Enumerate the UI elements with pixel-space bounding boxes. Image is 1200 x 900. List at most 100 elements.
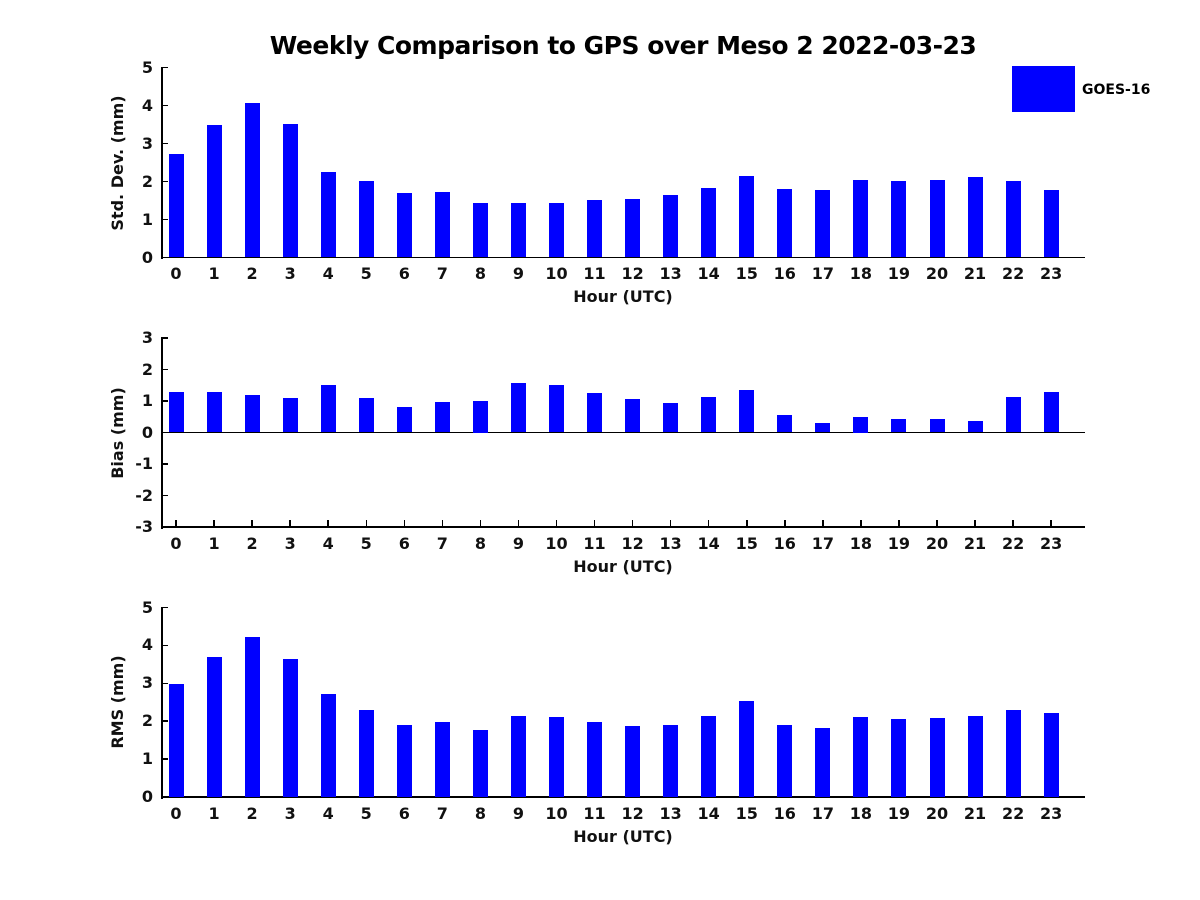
bias-panel-x-tick-label: 21 xyxy=(963,534,987,553)
bias-panel-bar-h20 xyxy=(929,418,945,433)
rms-panel-bar-h0 xyxy=(168,684,184,797)
std-dev-panel-x-tick-label: 8 xyxy=(474,264,486,283)
std-dev-panel-bar-h2 xyxy=(244,103,260,258)
bias-panel-x-tick xyxy=(441,520,444,527)
bias-panel-x-tick xyxy=(555,520,558,527)
std-dev-panel-bar-h4 xyxy=(320,171,336,258)
std-dev-panel-y-tick xyxy=(161,180,168,183)
std-dev-panel-x-tick-label: 2 xyxy=(246,264,258,283)
bias-panel-x-tick xyxy=(365,520,367,527)
rms-panel-bar-h14 xyxy=(701,716,717,797)
bias-panel-bar-h9 xyxy=(510,383,526,433)
bias-panel-bottom-border xyxy=(161,526,1085,528)
std-dev-panel-x-tick-label: 16 xyxy=(773,264,796,283)
bias-panel-bar-h6 xyxy=(396,406,412,433)
rms-panel-x-tick-label: 20 xyxy=(925,804,949,823)
rms-panel-bar-h5 xyxy=(358,710,374,797)
bias-panel-x-axis-line xyxy=(161,431,1085,434)
bias-panel-bar-h1 xyxy=(206,392,222,433)
rms-panel-bar-h8 xyxy=(472,729,488,797)
rms-panel-x-tick-label: 13 xyxy=(659,804,682,823)
bias-panel-y-tick-label: -1 xyxy=(135,454,153,473)
rms-panel-y-tick-label: 4 xyxy=(141,635,153,655)
bias-panel-y-tick xyxy=(161,400,168,402)
bias-panel-x-tick-label: 13 xyxy=(659,534,682,553)
rms-panel-bar-h7 xyxy=(434,721,450,797)
rms-panel-bar-h17 xyxy=(815,727,831,797)
bias-panel-bar-h22 xyxy=(1005,396,1021,433)
bias-panel-x-tick xyxy=(822,520,824,527)
bias-panel-x-tick-label: 9 xyxy=(512,534,524,553)
std-dev-panel-bar-h15 xyxy=(739,176,755,258)
std-dev-panel-x-tick-label: 10 xyxy=(545,264,568,283)
std-dev-panel-bar-h9 xyxy=(510,203,526,258)
bias-panel-bar-h12 xyxy=(625,399,641,433)
std-dev-panel-bar-h13 xyxy=(663,195,679,258)
bias-panel-ylabel: Bias (mm) xyxy=(108,386,127,479)
rms-panel-bar-h21 xyxy=(967,716,983,797)
rms-panel-ylabel: RMS (mm) xyxy=(108,655,127,749)
bias-panel-x-tick-label: 16 xyxy=(773,534,796,553)
bias-panel-x-tick-label: 23 xyxy=(1040,534,1063,553)
std-dev-panel-y-tick xyxy=(161,66,168,69)
bias-panel-x-tick-label: 10 xyxy=(545,534,568,553)
std-dev-panel-x-tick-label: 14 xyxy=(697,264,720,283)
std-dev-panel-bar-h0 xyxy=(168,154,184,258)
bias-panel-bar-h4 xyxy=(320,384,336,433)
bias-panel-x-tick xyxy=(479,520,482,527)
std-dev-panel-y-tick-label: 1 xyxy=(141,209,153,229)
bias-panel-x-tick-label: 12 xyxy=(621,534,644,553)
rms-panel-bar-h10 xyxy=(549,717,564,797)
bias-panel-y-tick xyxy=(161,368,168,371)
rms-panel-y-tick-label: 3 xyxy=(141,673,153,693)
bias-panel-bar-h7 xyxy=(434,402,450,433)
rms-panel-y-tick-label: 1 xyxy=(141,749,153,769)
rms-panel-bar-h19 xyxy=(891,719,907,797)
std-dev-panel-bar-h12 xyxy=(625,198,641,258)
rms-panel-y-tick xyxy=(161,720,168,722)
std-dev-panel-x-tick-label: 23 xyxy=(1040,264,1063,283)
bias-panel-x-tick xyxy=(898,520,900,527)
rms-panel-x-tick-label: 4 xyxy=(322,804,334,823)
std-dev-panel-y-tick xyxy=(161,142,168,145)
std-dev-panel-y-tick-label: 2 xyxy=(141,171,153,191)
bias-panel-x-tick xyxy=(213,520,215,527)
rms-panel-x-tick-label: 5 xyxy=(360,804,372,823)
rms-panel-x-tick-label: 8 xyxy=(474,804,486,823)
bias-panel-x-tick xyxy=(1050,520,1052,527)
std-dev-panel-x-tick-label: 1 xyxy=(208,264,220,283)
bias-panel-x-tick-label: 8 xyxy=(474,534,486,553)
bias-panel-x-tick-label: 7 xyxy=(436,534,448,553)
std-dev-panel-bar-h20 xyxy=(929,180,945,258)
rms-panel-x-tick-label: 10 xyxy=(545,804,568,823)
bias-panel-bar-h21 xyxy=(967,421,983,433)
std-dev-panel-x-tick-label: 9 xyxy=(512,264,524,283)
std-dev-panel-x-tick-label: 7 xyxy=(436,264,448,283)
rms-panel-bar-h13 xyxy=(663,724,679,797)
bias-panel-bar-h11 xyxy=(587,392,603,433)
std-dev-panel-bar-h10 xyxy=(549,202,564,258)
bias-panel-bar-h23 xyxy=(1043,392,1059,433)
std-dev-panel-x-tick-label: 20 xyxy=(925,264,949,283)
rms-panel-y-tick xyxy=(161,758,168,760)
bias-panel-bar-h10 xyxy=(549,384,564,433)
rms-panel-x-tick-label: 0 xyxy=(170,804,182,823)
bias-panel-y-tick-label: 1 xyxy=(141,391,153,410)
std-dev-panel-bar-h11 xyxy=(587,199,603,258)
rms-panel-x-tick-label: 6 xyxy=(398,804,410,823)
std-dev-panel-x-tick-label: 21 xyxy=(963,264,987,283)
std-dev-panel-bar-h14 xyxy=(701,188,717,258)
bias-panel-x-tick xyxy=(517,520,520,527)
std-dev-panel-bar-h8 xyxy=(472,203,488,258)
rms-panel-bar-h18 xyxy=(853,717,869,797)
std-dev-panel-x-tick-label: 18 xyxy=(849,264,873,283)
bias-panel-bar-h19 xyxy=(891,418,907,433)
std-dev-panel-ylabel: Std. Dev. (mm) xyxy=(108,94,127,231)
rms-panel-x-tick-label: 3 xyxy=(284,804,296,823)
rms-panel-y-tick xyxy=(161,644,168,647)
std-dev-panel-x-tick-label: 17 xyxy=(811,264,834,283)
rms-panel-bar-h15 xyxy=(739,701,755,797)
rms-panel-y-axis-line xyxy=(161,607,163,799)
std-dev-panel-x-tick-label: 5 xyxy=(360,264,372,283)
